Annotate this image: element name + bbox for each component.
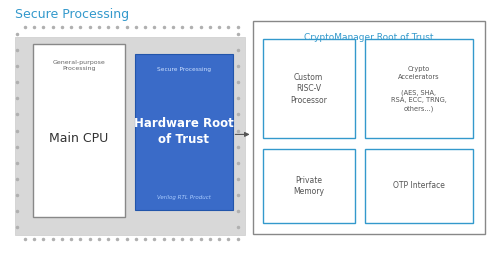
Text: Private
Memory: Private Memory [293,176,324,196]
FancyBboxPatch shape [135,54,232,210]
Text: Hardware Root
of Trust: Hardware Root of Trust [134,117,234,146]
Text: Crypto
Accelerators

(AES, SHA,
RSA, ECC, TRNG,
others...): Crypto Accelerators (AES, SHA, RSA, ECC,… [391,66,446,112]
FancyBboxPatch shape [252,21,485,234]
Text: Secure Processing: Secure Processing [15,8,129,21]
FancyBboxPatch shape [262,39,355,138]
Text: Secure Processing: Secure Processing [157,67,211,72]
Text: Custom
RISC-V
Processor: Custom RISC-V Processor [290,73,327,105]
Text: OTP Interface: OTP Interface [393,181,444,191]
FancyBboxPatch shape [365,149,472,223]
FancyBboxPatch shape [32,44,125,217]
Text: Verilog RTL Product: Verilog RTL Product [157,194,211,200]
FancyBboxPatch shape [15,37,245,235]
Text: General-purpose
Processing: General-purpose Processing [52,60,106,71]
FancyBboxPatch shape [365,39,472,138]
FancyBboxPatch shape [262,149,355,223]
Text: Main CPU: Main CPU [50,132,108,145]
Text: CryptoManager Root of Trust: CryptoManager Root of Trust [304,33,434,41]
